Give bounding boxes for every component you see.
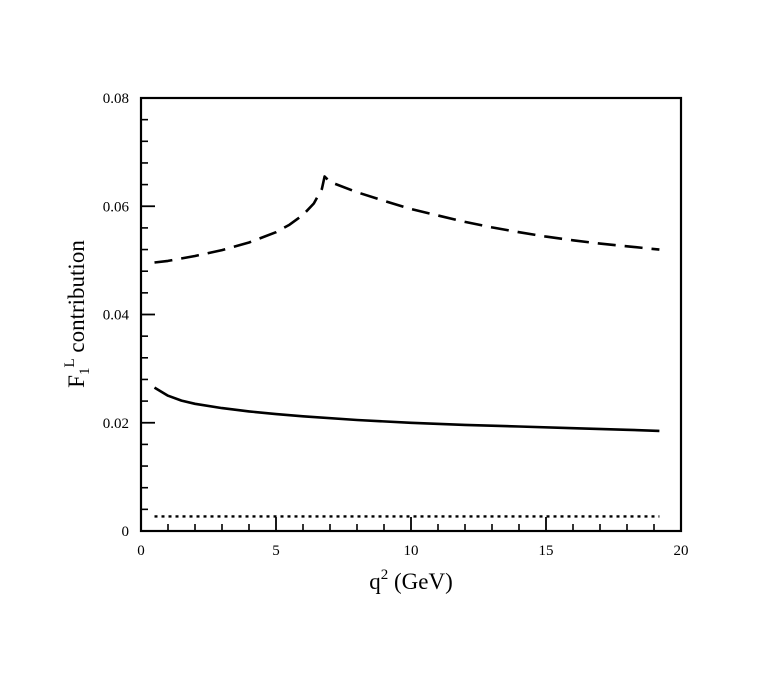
y-tick-label: 0.06: [103, 199, 130, 215]
y-axis-title-sub: 1: [77, 368, 93, 376]
y-tick-label: 0.04: [103, 308, 130, 324]
y-tick-label: 0.08: [103, 91, 129, 107]
x-axis-title-base: q: [369, 569, 381, 594]
x-tick-label: 0: [137, 543, 145, 559]
x-tick-label: 20: [674, 543, 689, 559]
ticks-layer: 0 5 10 15 20 0 0.02 0.04 0.06 0.08: [103, 91, 689, 559]
x-tick-label: 5: [272, 543, 280, 559]
plot-frame: [139, 96, 683, 533]
series-line-solid: [153, 386, 660, 433]
y-tick-label: 0: [122, 524, 130, 540]
x-axis-title-rest: (GeV): [388, 569, 453, 594]
y-tick-label: 0.02: [103, 416, 129, 432]
x-tick-label: 15: [539, 543, 554, 559]
x-axis-title-sup: 2: [381, 567, 389, 583]
series-line-dashed: [154, 175, 660, 264]
series-layer: [153, 175, 660, 518]
x-tick-label: 10: [404, 543, 419, 559]
y-axis-title: F1L contribution: [62, 240, 93, 388]
y-axis-title-base: F: [64, 375, 89, 388]
y-axis-title-rest: contribution: [64, 240, 89, 359]
x-axis-title: q2 (GeV): [369, 567, 453, 594]
y-axis-title-sup: L: [62, 358, 78, 367]
